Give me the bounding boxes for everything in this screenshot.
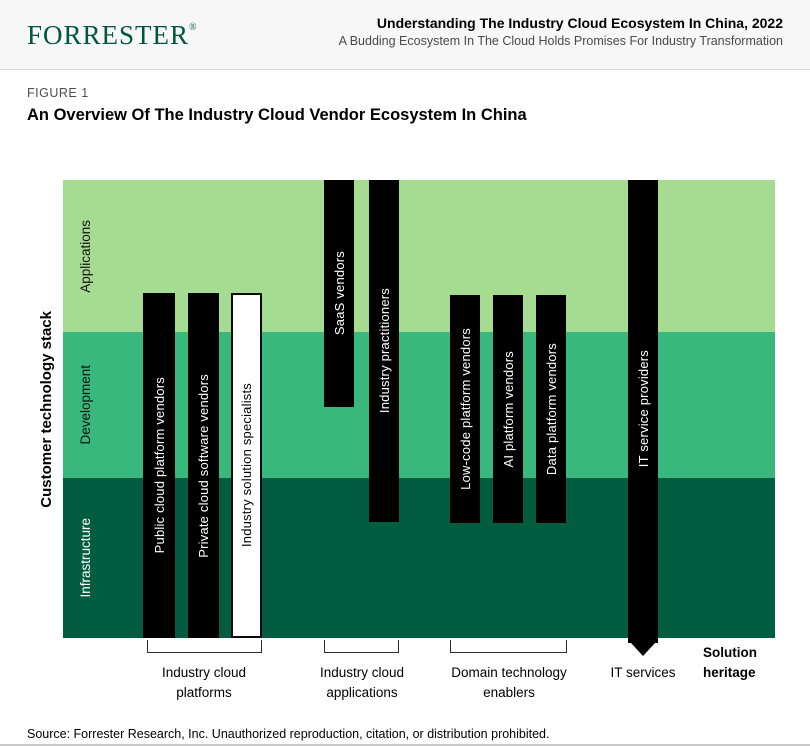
- technology-stack-chart: Applications Development Infrastructure …: [63, 180, 775, 638]
- group-label-it-services: IT services: [610, 665, 676, 680]
- infrastructure-band-label-wrap: Infrastructure: [69, 478, 101, 638]
- report-subtitle: A Budding Ecosystem In The Cloud Holds P…: [338, 34, 783, 48]
- vendor-bar-label: AI platform vendors: [500, 350, 516, 468]
- customer-technology-stack-axis: Customer technology stack: [30, 180, 62, 638]
- vendor-bar-label: IT service providers: [635, 350, 651, 468]
- bracket-industry-cloud-platforms: [147, 640, 262, 653]
- group-label-industry-cloud-platforms: Industry cloud platforms: [161, 665, 247, 700]
- report-header: FORRESTER® Understanding The Industry Cl…: [0, 0, 810, 70]
- applications-band-label: Applications: [77, 219, 93, 293]
- applications-band-label-wrap: Applications: [69, 180, 101, 332]
- development-band-label-wrap: Development: [69, 332, 101, 478]
- vendor-bar-label: Private cloud software vendors: [196, 373, 211, 558]
- registered-trademark-symbol: ®: [189, 22, 197, 33]
- vendor-bar-industry-solution-specialists: Industry solution specialists: [231, 293, 262, 638]
- report-title: Understanding The Industry Cloud Ecosyst…: [376, 15, 783, 31]
- figure-title: An Overview Of The Industry Cloud Vendor…: [27, 106, 527, 124]
- vendor-bar-industry-practitioners: Industry practitioners: [369, 180, 399, 522]
- forrester-logo-text: FORRESTER: [27, 20, 190, 50]
- group-label-domain-technology-enablers: Domain technology enablers: [451, 665, 567, 700]
- vendor-bar-private-cloud-software-vendors: Private cloud software vendors: [188, 293, 219, 638]
- figure-number-label: FIGURE 1: [27, 86, 89, 100]
- vendor-bar-ai-platform-vendors: AI platform vendors: [493, 295, 523, 523]
- it-services-arrow-down-icon: [631, 643, 655, 656]
- vendor-bar-label: Public cloud platform vendors: [151, 377, 167, 554]
- group-label-industry-cloud-applications: Industry cloud applications: [319, 665, 405, 700]
- development-band-label: Development: [77, 365, 93, 445]
- vendor-bar-public-cloud-platform-vendors: Public cloud platform vendors: [143, 293, 175, 638]
- solution-heritage-label: Solution heritage: [703, 645, 757, 680]
- vendor-bar-data-platform-vendors: Data platform vendors: [536, 295, 566, 523]
- axis-label-text: Customer technology stack: [37, 310, 55, 508]
- forrester-logo: FORRESTER®: [27, 20, 197, 51]
- infrastructure-band-label: Infrastructure: [77, 518, 93, 598]
- bracket-industry-cloud-applications: [324, 640, 399, 653]
- vendor-bar-label: Low-code platform vendors: [457, 328, 473, 490]
- vendor-bar-low-code-platform-vendors: Low-code platform vendors: [450, 295, 480, 523]
- vendor-bar-label: SaaS vendors: [331, 251, 347, 336]
- source-attribution: Source: Forrester Research, Inc. Unautho…: [27, 727, 550, 741]
- vendor-bar-saas-vendors: SaaS vendors: [324, 180, 354, 407]
- vendor-bar-label: Industry practitioners: [376, 288, 392, 414]
- vendor-bar-label: Data platform vendors: [543, 342, 559, 476]
- it-services-arrow-stub: [628, 638, 658, 643]
- header-title-block: Understanding The Industry Cloud Ecosyst…: [339, 13, 783, 50]
- bracket-domain-technology-enablers: [450, 640, 567, 653]
- vendor-bar-label: Industry solution specialists: [239, 383, 254, 548]
- vendor-bar-it-service-providers: IT service providers: [628, 180, 658, 638]
